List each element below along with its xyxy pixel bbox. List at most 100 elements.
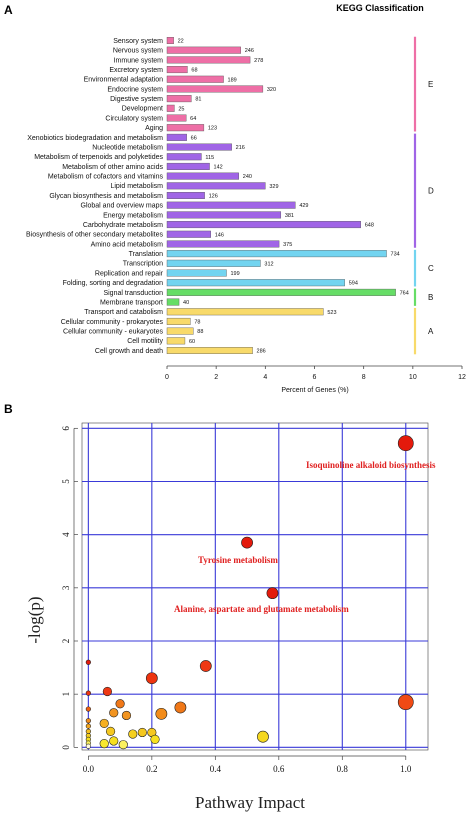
value-label-1: 246: [245, 48, 254, 54]
chart-b-ytick-label-1: 1: [61, 692, 71, 697]
bar-12: [166, 153, 202, 161]
category-label-25: Folding, sorting and degradation: [63, 280, 164, 287]
chart-b-ytick-label-5: 5: [61, 479, 71, 484]
bar-4: [166, 75, 224, 83]
category-label-15: Lipid metabolism: [110, 183, 163, 190]
bar-9: [166, 124, 205, 132]
data-point-10: [102, 686, 112, 697]
group-label-D: D: [428, 187, 434, 196]
value-label-14: 240: [243, 174, 252, 180]
bar-1: [166, 46, 241, 54]
bar-32: [166, 347, 253, 355]
category-label-13: Metabolism of other amino acids: [62, 164, 163, 171]
category-label-20: Biosynthesis of other secondary metaboli…: [26, 232, 163, 239]
chart-b-ytick-label-6: 6: [61, 426, 71, 431]
data-point-9: [85, 743, 91, 749]
value-label-30: 88: [197, 329, 203, 335]
category-label-30: Cellular community - eukaryotes: [63, 329, 163, 336]
value-label-25: 594: [349, 281, 358, 287]
value-label-27: 40: [183, 300, 189, 306]
bar-23: [166, 259, 261, 267]
value-label-4: 189: [228, 77, 237, 83]
value-label-2: 278: [254, 58, 263, 64]
chart-a-tick-label-4: 8: [362, 374, 366, 381]
data-point-1: [85, 690, 91, 696]
chart-a-tick-label-6: 12: [458, 374, 466, 381]
category-label-28: Transport and catabolism: [84, 309, 163, 316]
group-label-C: C: [428, 264, 434, 273]
bar-28: [166, 308, 324, 316]
bar-27: [166, 298, 180, 306]
chart-a-title: KEGG Classification: [336, 3, 424, 13]
category-label-16: Glycan biosynthesis and metabolism: [49, 193, 163, 200]
value-label-29: 78: [194, 319, 200, 325]
bar-0: [166, 37, 174, 45]
panel-a-letter: A: [4, 3, 13, 17]
value-label-10: 66: [191, 135, 197, 141]
bar-6: [166, 95, 192, 103]
value-label-18: 381: [285, 213, 294, 219]
category-label-1: Nervous system: [113, 48, 163, 55]
data-point-30: [397, 435, 414, 452]
category-label-7: Development: [122, 106, 163, 113]
chart-b-ylabel: -log(p): [25, 596, 44, 643]
data-point-4: [85, 723, 91, 729]
bar-24: [166, 269, 227, 277]
data-point-21: [99, 739, 109, 749]
chart-a-tick-label-0: 0: [165, 374, 169, 381]
chart-b-ytick-label-3: 3: [61, 585, 71, 590]
chart-a-xlabel: Percent of Genes (%): [281, 387, 348, 394]
data-point-3: [85, 718, 91, 724]
data-point-28: [155, 707, 168, 720]
value-label-21: 375: [283, 242, 292, 248]
value-label-28: 523: [327, 310, 336, 316]
data-point-31: [397, 694, 414, 711]
chart-b-xtick-label-5: 1.0: [400, 764, 412, 774]
data-point-16: [137, 727, 147, 738]
value-label-3: 68: [191, 68, 197, 74]
data-point-0: [85, 659, 91, 665]
group-label-B: B: [428, 293, 433, 302]
chart-b-xtick-label-0: 0.0: [83, 764, 95, 774]
category-label-31: Cell motility: [127, 338, 163, 345]
category-label-24: Replication and repair: [95, 270, 164, 277]
bar-8: [166, 114, 187, 122]
category-label-27: Membrane transport: [100, 299, 163, 306]
value-label-15: 329: [269, 184, 278, 190]
chart-b-xtick-label-3: 0.6: [273, 764, 285, 774]
value-label-26: 764: [400, 290, 409, 296]
bar-7: [166, 104, 175, 112]
bar-26: [166, 288, 396, 296]
category-label-8: Circulatory system: [105, 115, 163, 122]
data-point-20: [109, 736, 119, 746]
data-point-2: [85, 706, 91, 712]
chart-b-frame: [81, 422, 429, 751]
data-point-22: [118, 740, 128, 750]
bar-20: [166, 230, 211, 238]
category-label-11: Nucleotide metabolism: [92, 144, 163, 151]
value-label-13: 142: [214, 164, 223, 170]
chart-a-tick-label-5: 10: [409, 374, 417, 381]
category-label-2: Immune system: [114, 57, 164, 64]
value-label-16: 126: [209, 194, 218, 200]
data-point-25: [199, 660, 212, 672]
value-label-0: 22: [178, 39, 184, 45]
data-point-19: [128, 729, 138, 739]
chart-b-xtick-label-1: 0.2: [146, 764, 157, 774]
bar-17: [166, 201, 296, 209]
annotation-2: Alanine, aspartate and glutamate metabol…: [174, 604, 349, 614]
bar-11: [166, 143, 232, 151]
category-label-14: Metabolism of cofactors and vitamins: [48, 174, 164, 181]
category-label-5: Endocrine system: [107, 86, 163, 93]
data-point-27: [174, 701, 187, 714]
data-point-15: [105, 726, 116, 736]
value-label-5: 320: [267, 87, 276, 93]
chart-b-ytick-label-2: 2: [61, 639, 71, 644]
chart-a-tick-label-3: 6: [313, 374, 317, 381]
bar-3: [166, 66, 188, 74]
value-label-7: 25: [178, 106, 184, 112]
data-point-5: [85, 728, 91, 734]
value-label-17: 429: [299, 203, 308, 209]
chart-b-xtick-label-4: 0.8: [337, 764, 349, 774]
bar-25: [166, 279, 345, 287]
